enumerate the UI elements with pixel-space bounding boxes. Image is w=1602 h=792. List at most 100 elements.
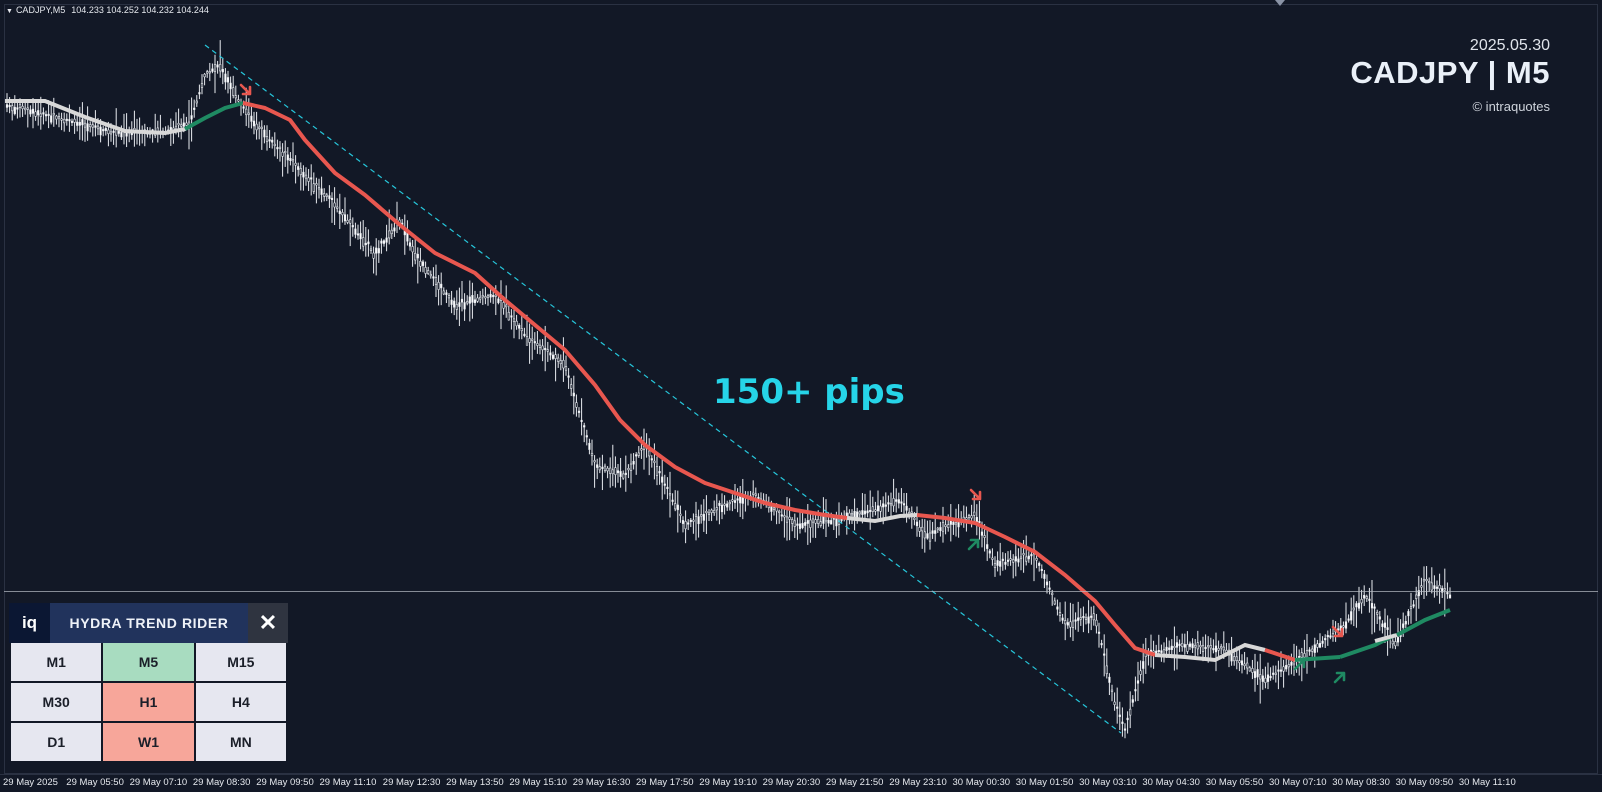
- candle-body: [1170, 645, 1173, 651]
- candle-body: [1100, 643, 1103, 646]
- timeframe-d1[interactable]: D1: [11, 723, 102, 761]
- candle-body: [1220, 646, 1223, 649]
- candle-body: [713, 510, 716, 514]
- candle-body: [887, 502, 890, 505]
- candle-body: [770, 506, 773, 512]
- timeframe-m30[interactable]: M30: [11, 683, 102, 721]
- candle-body: [1199, 645, 1202, 648]
- time-tick-label: 29 May 20:30: [762, 777, 821, 788]
- buy-arrow-icon: [1293, 658, 1306, 671]
- candle-body: [81, 119, 84, 126]
- timeframe-mn[interactable]: MN: [195, 723, 286, 761]
- candle-body: [728, 502, 731, 505]
- candle-body: [460, 298, 464, 303]
- candle-body: [796, 523, 799, 526]
- candle-body: [1344, 621, 1348, 629]
- candle-body: [473, 299, 477, 304]
- candle-body: [874, 509, 877, 512]
- candle-body: [650, 458, 653, 461]
- candle-body: [624, 472, 627, 475]
- candle-body: [1157, 649, 1160, 653]
- candle-body: [1321, 640, 1324, 644]
- candle-body: [333, 202, 336, 208]
- candle-body: [320, 188, 323, 195]
- candle-body: [364, 242, 367, 246]
- candle-body: [369, 248, 373, 251]
- candle-body: [284, 151, 287, 154]
- candle-body: [882, 503, 885, 508]
- candle-body: [463, 302, 466, 310]
- candle-body: [203, 73, 206, 78]
- candle-body: [70, 120, 74, 123]
- candle-body: [312, 183, 315, 192]
- candle-body: [752, 492, 755, 495]
- candle-body: [726, 503, 729, 508]
- candle-body: [193, 107, 196, 110]
- candle-body: [476, 297, 479, 302]
- sell-arrow-icon: [1331, 625, 1344, 638]
- candle-body: [1123, 728, 1127, 731]
- close-button[interactable]: ✕: [248, 603, 288, 643]
- candle-body: [988, 550, 991, 554]
- dropdown-triangle-icon[interactable]: ▼: [6, 8, 13, 15]
- candle-body: [866, 510, 869, 514]
- candle-body: [1428, 580, 1431, 584]
- timeframe-w1[interactable]: W1: [103, 723, 194, 761]
- candle-body: [1175, 642, 1179, 648]
- candle-body: [1019, 556, 1023, 559]
- candle-body: [226, 77, 230, 83]
- candle-body: [921, 526, 924, 532]
- candle-body: [1261, 675, 1264, 682]
- symbol-info: ▼ CADJPY,M5 104.233 104.252 104.232 104.24…: [6, 5, 209, 15]
- candle-body: [510, 315, 513, 318]
- candle-body: [304, 174, 308, 179]
- candle-body: [42, 112, 45, 115]
- candle-body: [835, 518, 838, 527]
- candle-body: [1212, 648, 1215, 651]
- candle-body: [1448, 594, 1452, 599]
- candle-body: [1331, 633, 1335, 638]
- candle-body: [871, 506, 874, 512]
- candle-body: [315, 183, 318, 186]
- candle-body: [655, 466, 659, 476]
- candle-body: [778, 510, 781, 513]
- candle-body: [1027, 555, 1030, 560]
- timeframe-m1[interactable]: M1: [11, 643, 102, 681]
- iq-logo: iq: [9, 603, 50, 643]
- chart-shift-marker-icon[interactable]: [1275, 0, 1285, 6]
- candle-body: [76, 121, 79, 126]
- timeframe-h1[interactable]: H1: [103, 683, 194, 721]
- candle-body: [390, 229, 393, 235]
- time-tick-label: 30 May 01:50: [1015, 777, 1074, 788]
- candle-body: [445, 292, 448, 295]
- candle-body: [923, 531, 926, 539]
- timeframe-m15[interactable]: M15: [195, 643, 286, 681]
- candle-body: [1235, 656, 1238, 661]
- candle-body: [471, 295, 474, 303]
- candle-body: [1269, 676, 1272, 679]
- candle-body: [858, 511, 861, 515]
- candle-body: [1279, 669, 1283, 672]
- ma-bear-segment: [916, 513, 1156, 657]
- price-chart[interactable]: [5, 5, 1599, 775]
- candle-body: [931, 530, 934, 534]
- candle-body: [583, 425, 586, 428]
- candle-body: [354, 228, 357, 235]
- timeframe-h4[interactable]: H4: [195, 683, 286, 721]
- candle-body: [1090, 615, 1093, 618]
- candle-body: [884, 504, 887, 507]
- candle-body: [1282, 666, 1285, 672]
- candle-body: [250, 115, 253, 122]
- candle-body: [291, 159, 295, 162]
- candle-body: [1181, 643, 1184, 647]
- candle-body: [99, 126, 102, 136]
- candle-body: [1092, 613, 1095, 621]
- candle-body: [351, 225, 354, 228]
- candle-body: [661, 476, 664, 483]
- timeframe-m5[interactable]: M5: [103, 643, 194, 681]
- candle-body: [684, 521, 687, 530]
- candle-body: [424, 267, 427, 274]
- candle-body: [1256, 669, 1259, 678]
- candle-body: [1277, 669, 1280, 672]
- candle-body: [1196, 642, 1199, 650]
